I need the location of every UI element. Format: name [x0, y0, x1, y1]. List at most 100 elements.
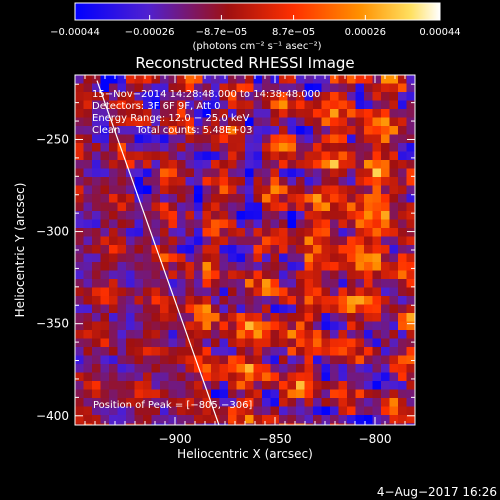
heatmap-cell [202, 245, 212, 254]
heatmap-cell [236, 143, 246, 152]
heatmap-cell [270, 236, 280, 246]
heatmap-cell [313, 109, 322, 118]
heatmap-cell [245, 83, 254, 93]
heatmap-cell [202, 100, 212, 110]
heatmap-cell [219, 389, 229, 399]
heatmap-cell [109, 415, 118, 424]
heatmap-cell [287, 381, 297, 390]
heatmap-cell [389, 270, 399, 280]
heatmap-cell [143, 262, 152, 271]
heatmap-cell [185, 83, 195, 93]
heatmap-cell [304, 338, 314, 348]
heatmap-cell [92, 262, 101, 271]
heatmap-cell [330, 287, 339, 297]
heatmap-cell [287, 151, 297, 161]
heatmap-cell [296, 202, 305, 212]
heatmap-cell [219, 347, 229, 356]
heatmap-cell [92, 126, 101, 135]
heatmap-cell [296, 423, 305, 425]
heatmap-cell [253, 270, 263, 280]
heatmap-cell [177, 372, 186, 382]
heatmap-cell [338, 296, 348, 305]
heatmap-cell [287, 313, 297, 322]
heatmap-cell [372, 245, 382, 254]
heatmap-cell [109, 279, 118, 288]
heatmap-cell [321, 296, 331, 305]
heatmap-cell [236, 109, 246, 118]
heatmap-cell [109, 423, 118, 425]
heatmap-cell [228, 92, 237, 101]
heatmap-cell [372, 160, 382, 169]
heatmap-cell [228, 236, 237, 246]
heatmap-cell [321, 219, 331, 229]
heatmap-cell [109, 262, 118, 271]
heatmap-cell [313, 338, 322, 348]
heatmap-cell [236, 75, 246, 84]
heatmap-cell [185, 330, 195, 339]
heatmap-cell [381, 143, 390, 152]
heatmap-cell [270, 330, 280, 339]
heatmap-cell [151, 126, 161, 135]
heatmap-cell [381, 211, 390, 220]
heatmap-cell [75, 126, 84, 135]
heatmap-cell [347, 245, 356, 254]
heatmap-cell [143, 177, 152, 186]
heatmap-cell [321, 134, 331, 144]
heatmap-cell [262, 134, 271, 144]
heatmap-cell [389, 100, 399, 110]
heatmap-cell [151, 330, 161, 339]
heatmap-cell [194, 287, 203, 297]
heatmap-cell [406, 381, 415, 390]
heatmap-cell [177, 75, 186, 84]
heatmap-cell [126, 177, 135, 186]
heatmap-cell [134, 92, 144, 101]
heatmap-cell [313, 381, 322, 390]
heatmap-cell [253, 228, 263, 237]
heatmap-cell [338, 126, 348, 135]
heatmap-cell [194, 117, 203, 127]
heatmap-cell [151, 270, 161, 280]
heatmap-cell [83, 92, 93, 101]
heatmap-cell [287, 338, 297, 348]
heatmap-cell [287, 279, 297, 288]
heatmap-cell [194, 415, 203, 424]
heatmap-cell [194, 296, 203, 305]
heatmap-cell [177, 389, 186, 399]
heatmap-cell [279, 304, 288, 314]
heatmap-cell [219, 143, 229, 152]
heatmap-cell [406, 228, 415, 237]
heatmap-cell [109, 381, 118, 390]
heatmap-cell [194, 83, 203, 93]
heatmap-cell [117, 262, 127, 271]
heatmap-cell [134, 415, 144, 424]
heatmap-cell [330, 100, 339, 110]
heatmap-cell [92, 279, 101, 288]
colorbar-tick-label: 8.7e−05 [272, 27, 315, 38]
heatmap-cell [389, 347, 399, 356]
heatmap-cell [92, 253, 101, 263]
heatmap-cell [219, 228, 229, 237]
heatmap-cell [389, 160, 399, 169]
heatmap-cell [219, 168, 229, 178]
heatmap-cell [177, 228, 186, 237]
heatmap-cell [134, 160, 144, 169]
heatmap-cell [321, 253, 331, 263]
heatmap-cell [398, 287, 407, 297]
heatmap-cell [355, 228, 365, 237]
heatmap-cell [296, 415, 305, 424]
heatmap-cell [92, 338, 101, 348]
heatmap-cell [83, 406, 93, 416]
heatmap-cell [100, 219, 110, 229]
heatmap-cell [134, 423, 144, 425]
heatmap-cell [355, 355, 365, 365]
heatmap-cell [202, 270, 212, 280]
heatmap-cell [100, 381, 110, 390]
heatmap-cell [347, 279, 356, 288]
heatmap-cell [109, 143, 118, 152]
heatmap-cell [330, 364, 339, 373]
heatmap-cell [83, 270, 93, 280]
heatmap-cell [287, 253, 297, 263]
heatmap-cell [372, 219, 382, 229]
heatmap-cell [389, 126, 399, 135]
heatmap-cell [262, 194, 271, 203]
